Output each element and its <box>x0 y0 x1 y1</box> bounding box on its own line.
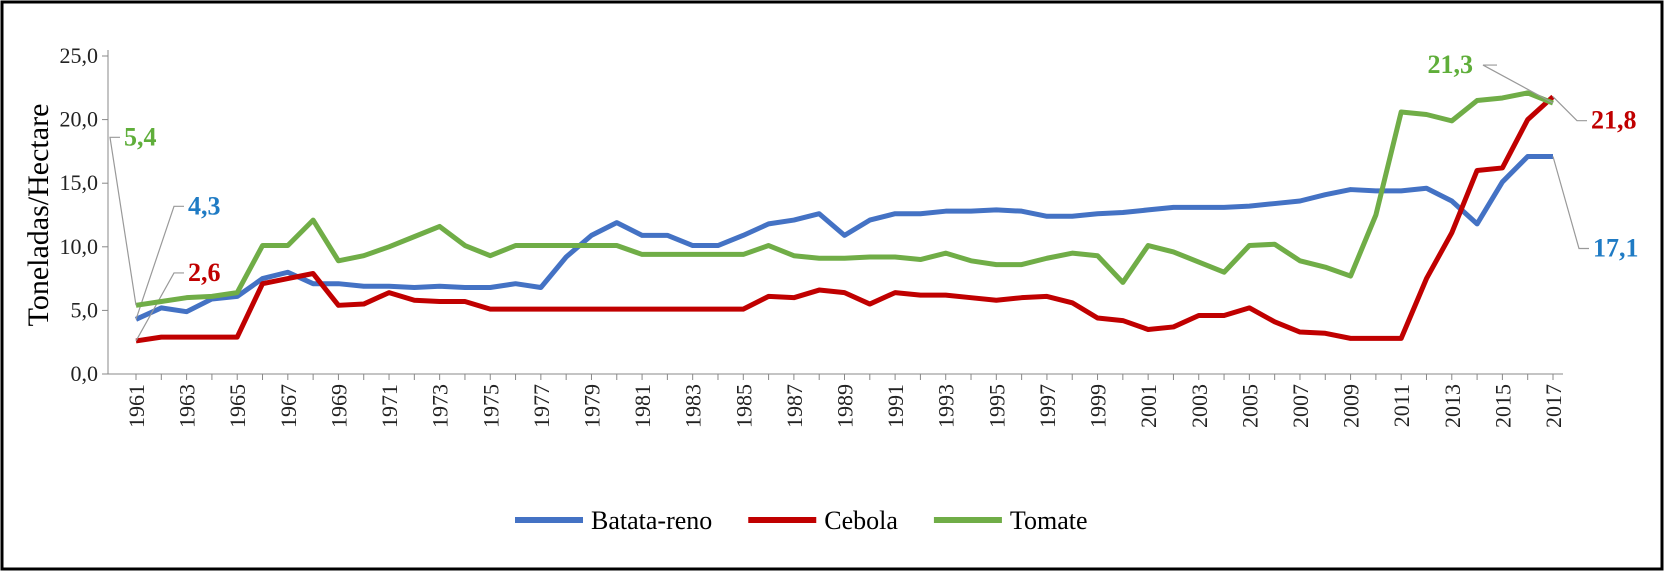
line <box>135 94 1555 344</box>
data-label: 4,3 <box>188 191 221 220</box>
x-tick-label: 2005 <box>1237 384 1262 428</box>
data-label: 5,4 <box>124 122 157 151</box>
legend-label: Cebola <box>824 506 898 535</box>
y-tick-label: 10,0 <box>60 234 99 259</box>
x-tick-label: 1973 <box>428 384 453 428</box>
data-label: 21,8 <box>1591 106 1637 135</box>
leader-line <box>1552 156 1589 250</box>
x-tick-label: 1963 <box>175 384 200 428</box>
y-tick-label: 15,0 <box>60 170 99 195</box>
leader-line <box>109 136 137 306</box>
x-tick-label: 1989 <box>833 384 858 428</box>
x-tick-label: 1961 <box>124 384 149 428</box>
data-label: 2,6 <box>188 258 221 287</box>
line <box>134 153 1553 322</box>
x-tick-label: 2017 <box>1541 384 1566 428</box>
x-tick-label: 1985 <box>731 384 756 428</box>
y-axis-title: Toneladas/Hectare <box>22 104 55 327</box>
x-tick-label: 1969 <box>326 384 351 428</box>
leader-line <box>135 272 184 342</box>
x-tick-label: 2007 <box>1288 384 1313 428</box>
x-tick-label: 1965 <box>225 384 250 428</box>
legend-label: Tomate <box>1010 506 1088 535</box>
y-tick-label: 20,0 <box>60 107 99 132</box>
x-tick-label: 2009 <box>1339 384 1364 428</box>
y-tick-label: 5,0 <box>71 297 99 322</box>
x-tick-label: 1993 <box>934 384 959 428</box>
y-tick-label: 25,0 <box>60 43 99 68</box>
leader-line <box>1552 96 1587 122</box>
x-tick-label: 1995 <box>984 384 1009 428</box>
y-tick-label: 0,0 <box>71 361 99 386</box>
x-tick-label: 1991 <box>883 384 908 428</box>
x-tick-label: 2003 <box>1187 384 1212 428</box>
x-tick-label: 1977 <box>529 384 554 428</box>
x-tick-label: 1987 <box>782 384 807 428</box>
x-tick-label: 2011 <box>1389 384 1414 427</box>
x-tick-label: 1997 <box>1035 384 1060 428</box>
line <box>135 90 1554 308</box>
legend-label: Batata-reno <box>591 506 712 535</box>
leader-line <box>1482 64 1554 104</box>
x-tick-label: 2013 <box>1440 384 1465 428</box>
x-tick-label: 2015 <box>1490 384 1515 428</box>
x-tick-label: 1999 <box>1086 384 1111 428</box>
x-tick-label: 1971 <box>377 384 402 428</box>
x-tick-label: 1983 <box>681 384 706 428</box>
x-tick-label: 1967 <box>276 384 301 428</box>
data-label: 21,3 <box>1428 50 1474 79</box>
x-tick-label: 1975 <box>478 384 503 428</box>
x-tick-label: 1981 <box>630 384 655 428</box>
x-tick-label: 1979 <box>579 384 604 428</box>
data-label: 17,1 <box>1593 233 1639 262</box>
leader-line <box>135 205 184 320</box>
x-tick-label: 2001 <box>1136 384 1161 428</box>
